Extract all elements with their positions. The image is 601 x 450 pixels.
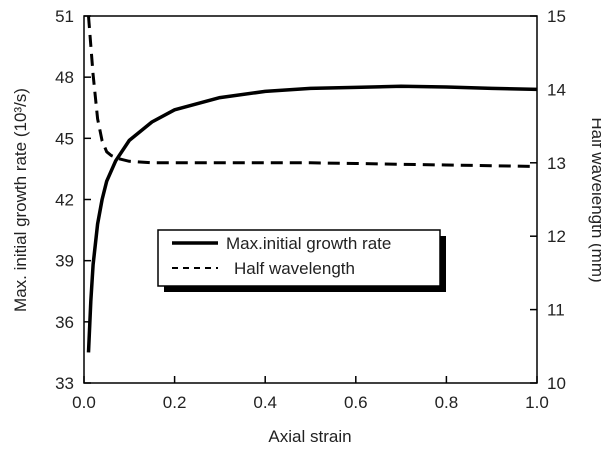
legend-label-half-wavelength: Half wavelength [234,259,355,278]
y-left-tick-label: 48 [55,68,74,87]
x-tick-label: 0.6 [344,393,368,412]
x-tick-label: 0.4 [253,393,277,412]
series-lines [86,15,538,353]
y-right-tick-label: 14 [547,80,566,99]
y-left-tick-label: 36 [55,313,74,332]
y-axis-right-title: Half wavelength (mm) [588,117,601,282]
legend: Max.initial growth rate Half wavelength [157,229,446,292]
y-left-tick-label: 39 [55,252,74,271]
series-line-growth-rate [86,84,538,353]
y-axis-left-title: Max. initial growth rate (10³/s) [11,88,30,312]
y-left-tick-label: 51 [55,7,74,26]
x-tick-label: 0.0 [72,393,96,412]
plot-frame [83,15,538,384]
y-right-tick-label: 15 [547,7,566,26]
legend-label-growth-rate: Max.initial growth rate [226,234,391,253]
series-line-half-wavelength [87,15,538,168]
x-tick-label: 0.8 [435,393,459,412]
y-right-tick-label: 13 [547,154,566,173]
axis-ticks [83,15,538,384]
x-tick-label: 1.0 [525,393,549,412]
x-axis-title: Axial strain [268,427,351,446]
y-right-tick-label: 10 [547,374,566,393]
y-right-tick-label: 11 [547,301,565,320]
y-left-tick-label: 45 [55,129,74,148]
legend-box [157,229,441,287]
y-left-tick-label: 33 [55,374,74,393]
x-tick-label: 0.2 [163,393,187,412]
y-right-tick-label: 12 [547,227,566,246]
y-left-tick-label: 42 [55,191,74,210]
tick-labels: 0.0 0.2 0.4 0.6 0.8 1.0 33 36 39 42 45 48 51 10 11 12 13… [55,7,566,412]
